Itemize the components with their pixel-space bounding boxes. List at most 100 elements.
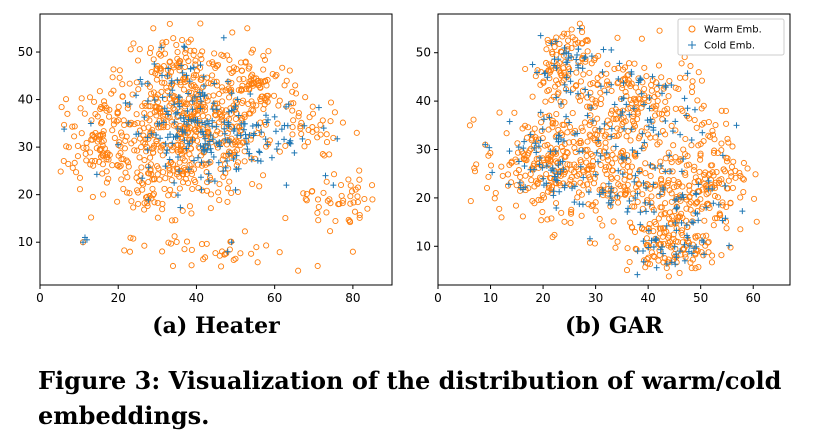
gar-cold-point xyxy=(672,261,679,268)
heater-cold-point xyxy=(171,179,178,186)
gar-warm-point xyxy=(710,172,717,179)
gar-warm-point xyxy=(709,162,716,169)
heater-warm-point xyxy=(213,63,220,70)
gar-warm-point xyxy=(499,172,506,179)
heater-warm-point xyxy=(71,159,78,166)
gar-cold-point xyxy=(660,250,667,257)
heater-warm-point xyxy=(331,109,338,116)
gar-warm-point xyxy=(701,180,708,187)
gar-warm-point xyxy=(520,155,527,162)
gar-warm-point xyxy=(710,149,717,157)
heater-x-tick-label: 60 xyxy=(267,291,282,305)
gar-cold-point xyxy=(586,235,593,242)
heater-warm-point xyxy=(181,246,188,253)
heater-cold-point xyxy=(211,178,218,185)
gar-warm-point xyxy=(725,139,732,146)
gar-warm-point xyxy=(608,87,615,94)
heater-warm-point xyxy=(260,172,267,179)
heater-warm-point xyxy=(157,124,164,131)
gar-cold-point xyxy=(561,182,568,189)
gar-cold-point xyxy=(561,81,568,88)
gar-warm-point xyxy=(591,57,598,64)
gar-warm-point xyxy=(704,200,711,207)
heater-warm-point xyxy=(326,196,333,203)
gar-cold-point xyxy=(585,91,592,98)
gar-warm-point xyxy=(631,203,638,210)
gar-cold-point xyxy=(607,201,614,208)
heater-warm-point xyxy=(96,146,103,153)
gar-warm-point xyxy=(544,88,551,95)
gar-warm-point xyxy=(661,107,668,114)
heater-warm-point xyxy=(166,20,173,27)
heater-cold-point xyxy=(228,107,235,114)
gar-warm-point xyxy=(647,185,654,192)
gar-warm-point xyxy=(496,205,503,212)
heater-cold-point xyxy=(164,134,171,141)
heater-warm-point xyxy=(76,174,84,181)
gar-warm-point xyxy=(682,251,689,258)
gar-warm-point xyxy=(665,234,672,241)
heater-cold-point xyxy=(87,120,94,127)
gar-warm-point xyxy=(676,74,684,81)
heater-warm-point xyxy=(173,238,180,245)
heater-warm-point xyxy=(197,20,204,27)
gar-warm-point xyxy=(705,249,712,256)
heater-warm-point xyxy=(128,198,135,205)
gar-warm-point xyxy=(641,64,648,71)
gar-cold-point xyxy=(642,199,649,206)
gar-warm-point xyxy=(640,100,647,108)
gar-warm-point xyxy=(665,93,672,100)
heater-warm-point xyxy=(356,167,363,174)
gar-warm-point xyxy=(483,184,491,192)
heater-cold-point xyxy=(222,136,229,143)
gar-cold-point xyxy=(621,125,628,132)
gar-warm-point xyxy=(630,95,638,102)
gar-cold-point xyxy=(641,101,648,108)
heater-x-tick-label: 0 xyxy=(36,291,44,305)
gar-warm-point xyxy=(558,209,565,216)
gar-warm-point xyxy=(608,175,615,182)
gar-cold-point xyxy=(634,190,641,197)
gar-warm-point xyxy=(729,143,736,150)
gar-cold-point xyxy=(626,197,633,204)
gar-cold-point xyxy=(608,197,615,204)
gar-cold-point xyxy=(597,152,604,159)
heater-warm-point xyxy=(136,154,143,161)
heater-warm-point xyxy=(165,110,172,117)
gar-warm-point xyxy=(693,124,700,131)
gar-warm-point xyxy=(589,201,597,209)
heater-warm-point xyxy=(306,114,313,121)
gar-warm-point xyxy=(686,194,693,201)
gar-cold-point xyxy=(551,173,558,180)
gar-warm-point xyxy=(670,142,677,149)
gar-cold-point xyxy=(561,44,568,51)
gar-warm-point xyxy=(629,203,636,210)
gar-warm-point xyxy=(545,161,552,168)
heater-warm-point xyxy=(169,262,177,270)
gar-cold-point xyxy=(643,184,650,191)
gar-warm-point xyxy=(545,188,552,195)
gar-cold-point xyxy=(649,73,656,80)
gar-cold-point xyxy=(657,246,664,253)
heater-warm-point xyxy=(239,82,246,89)
heater-warm-point xyxy=(141,242,148,249)
heater-warm-point xyxy=(200,83,207,90)
gar-warm-point xyxy=(467,198,474,205)
gar-cold-point xyxy=(560,137,567,144)
heater-warm-point xyxy=(356,211,363,219)
heater-warm-point xyxy=(103,107,110,114)
heater-warm-point xyxy=(119,132,126,139)
heater-caption: (a) Heater xyxy=(152,313,280,339)
heater-warm-point xyxy=(114,109,122,116)
heater-cold-point xyxy=(160,119,167,126)
gar-cold-point xyxy=(605,180,612,187)
heater-cold-point xyxy=(207,145,214,152)
heater-warm-point xyxy=(202,254,209,261)
gar-warm-point xyxy=(698,105,705,112)
gar-warm-point xyxy=(617,126,624,133)
gar-cold-point xyxy=(533,149,540,156)
gar-warm-point xyxy=(569,110,576,117)
heater-cold-point xyxy=(256,149,263,156)
gar-warm-point xyxy=(548,175,555,182)
heater-warm-point xyxy=(345,176,352,183)
